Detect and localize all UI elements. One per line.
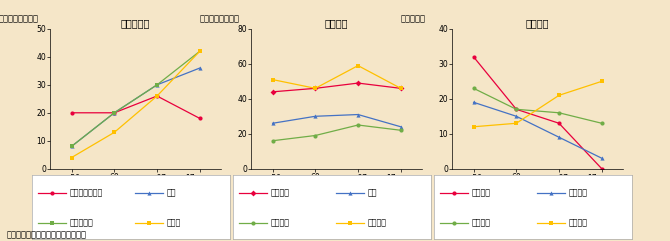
Text: 石油製品: 石油製品 (368, 218, 387, 227)
Text: 食料工業品: 食料工業品 (70, 218, 93, 227)
Text: 石油製品: 石油製品 (472, 218, 490, 227)
Text: セメント: セメント (569, 188, 588, 197)
Text: 石灰石等: 石灰石等 (271, 188, 289, 197)
Title: 貨物鉄道: 貨物鉄道 (526, 18, 549, 28)
Text: 機械: 機械 (167, 188, 176, 197)
Text: 資料）国土交通省「陸運統計要覧」: 資料）国土交通省「陸運統計要覧」 (7, 231, 86, 240)
Text: 金属: 金属 (368, 188, 377, 197)
Text: 石灰石等: 石灰石等 (472, 188, 490, 197)
Text: （十億トンキロ）: （十億トンキロ） (0, 14, 39, 23)
Text: 日用品: 日用品 (167, 218, 181, 227)
Text: セメント: セメント (271, 218, 289, 227)
Text: （千トン）: （千トン） (401, 14, 426, 23)
Text: コンテナ: コンテナ (569, 218, 588, 227)
Title: 内航海運: 内航海運 (325, 18, 348, 28)
Text: 砂利・砂・石材: 砂利・砂・石材 (70, 188, 103, 197)
Text: （十億トンキロ）: （十億トンキロ） (200, 14, 240, 23)
Title: 貨物自動車: 貨物自動車 (121, 18, 150, 28)
